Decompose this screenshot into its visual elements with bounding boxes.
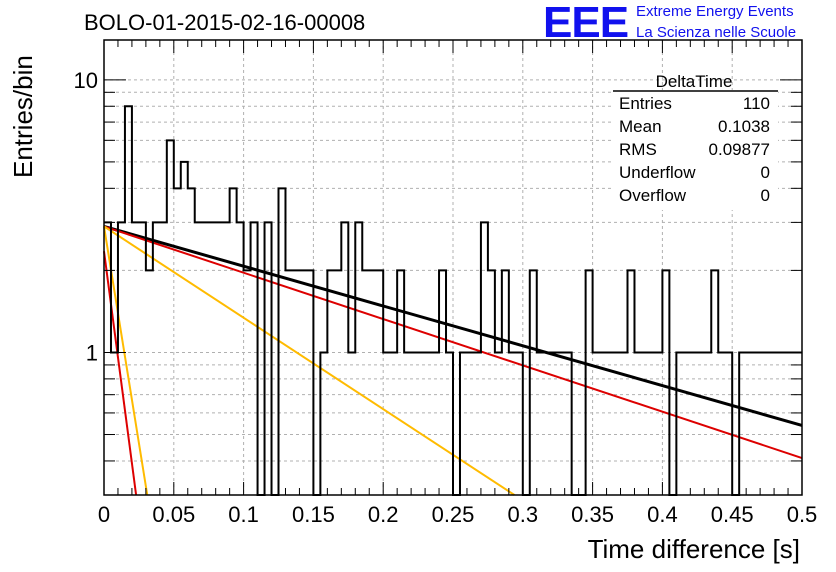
axis-ticks: [103, 40, 803, 496]
fit-line: [103, 251, 138, 496]
stats-title: DeltaTime: [656, 72, 733, 91]
x-tick-label: 0.45: [711, 502, 754, 527]
histogram: [104, 105, 802, 496]
stats-value: 110: [743, 94, 770, 113]
stats-value: 0.1038: [718, 117, 770, 136]
fit-line: [103, 224, 803, 427]
x-tick-label: 0.2: [368, 502, 399, 527]
x-tick-label: 0.4: [647, 502, 678, 527]
stats-label: Overflow: [619, 186, 687, 205]
logo-line-2: La Scienza nelle Scuole: [636, 24, 797, 41]
x-axis-label: Time difference [s]: [588, 534, 800, 564]
chart-title: BOLO-01-2015-02-16-00008: [84, 10, 366, 35]
fit-lines: [103, 224, 803, 496]
fit-line: [103, 225, 803, 459]
x-tick-label: 0.3: [508, 502, 539, 527]
x-tick-label: 0.5: [787, 502, 818, 527]
stats-value: 0: [761, 186, 770, 205]
stats-box: DeltaTime Entries 110 Mean 0.1038 RMS 0.09877…: [613, 72, 778, 210]
x-tick-label: 0.15: [292, 502, 335, 527]
eee-logo: EEE: [543, 0, 629, 47]
x-tick-label: 0: [98, 502, 110, 527]
stats-value: 0: [761, 163, 770, 182]
stats-label: RMS: [619, 140, 657, 159]
stats-label: Entries: [619, 94, 672, 113]
stats-label: Mean: [619, 117, 662, 136]
x-tick-label: 0.1: [228, 502, 259, 527]
y-tick-label: 1: [86, 340, 98, 365]
x-tick-label: 0.25: [432, 502, 475, 527]
y-axis-label: Entries/bin: [8, 55, 38, 178]
stats-value: 0.09877: [709, 140, 770, 159]
x-tick-label: 0.35: [571, 502, 614, 527]
histogram-outline: [104, 105, 802, 496]
stats-box-bg: [613, 90, 778, 210]
y-tick-label: 10: [74, 68, 98, 93]
x-tick-label: 0.05: [152, 502, 195, 527]
stats-label: Underflow: [619, 163, 696, 182]
fit-line: [103, 225, 515, 496]
logo-line-1: Extreme Energy Events: [636, 3, 794, 20]
